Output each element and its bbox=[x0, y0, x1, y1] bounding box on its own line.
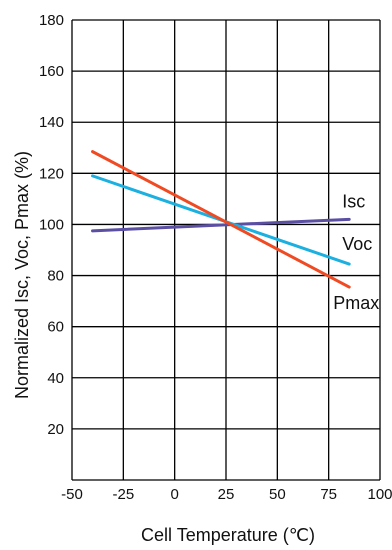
x-tick-label: 75 bbox=[320, 486, 337, 503]
x-tick-labels: -50 -25 0 25 50 75 100 bbox=[61, 486, 392, 503]
x-tick-label: 0 bbox=[170, 486, 178, 503]
x-tick-label: -50 bbox=[61, 486, 83, 503]
series-line-pmax bbox=[91, 150, 351, 289]
y-tick-label: 180 bbox=[39, 12, 64, 29]
series-label-pmax: Pmax bbox=[333, 293, 379, 313]
y-tick-label: 100 bbox=[39, 216, 64, 233]
x-tick-label: 25 bbox=[218, 486, 235, 503]
y-tick-label: 20 bbox=[47, 421, 64, 438]
x-tick-label: 50 bbox=[269, 486, 286, 503]
y-tick-label: 160 bbox=[39, 63, 64, 80]
y-tick-label: 40 bbox=[47, 370, 64, 387]
series-label-isc: Isc bbox=[342, 191, 365, 211]
y-tick-label: 80 bbox=[47, 268, 64, 285]
grid bbox=[71, 19, 381, 481]
x-tick-label: 100 bbox=[367, 486, 392, 503]
y-tick-label: 60 bbox=[47, 319, 64, 336]
y-tick-label: 120 bbox=[39, 165, 64, 182]
y-tick-labels: 20 40 60 80 100 120 140 160 180 bbox=[39, 12, 64, 438]
series-line-isc bbox=[91, 217, 351, 233]
x-axis-label: Cell Temperature (℃) bbox=[141, 525, 315, 545]
y-tick-label: 140 bbox=[39, 114, 64, 131]
series-lines bbox=[91, 150, 351, 289]
series-label-voc: Voc bbox=[342, 234, 372, 254]
series-labels: Isc Voc Pmax bbox=[333, 191, 379, 313]
x-tick-label: -25 bbox=[112, 486, 134, 503]
y-axis-label: Normalized Isc, Voc, Pmax (%) bbox=[12, 151, 32, 399]
